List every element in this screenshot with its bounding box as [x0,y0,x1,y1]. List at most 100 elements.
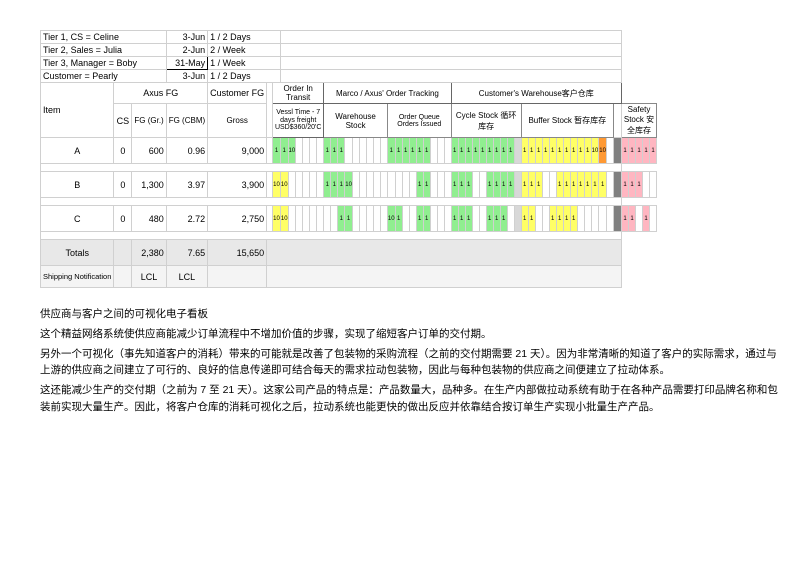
slot [613,138,621,164]
fg-gr-cell: 1,300 [132,172,166,198]
slot: 1 [599,172,607,198]
slot [437,206,444,232]
slot: 10 [280,206,288,232]
slot: 1 [486,172,493,198]
slot [296,172,303,198]
slot: 1 [621,206,628,232]
slot: 10 [273,172,281,198]
totals-fg-cbm: 7.65 [166,240,207,266]
cs-cell: 0 [114,206,132,232]
slot: 1 [416,172,423,198]
paragraph: 供应商与客户之间的可视化电子看板 [40,306,780,323]
slot [288,206,296,232]
slot: 1 [486,206,493,232]
slot [437,172,444,198]
slot: 1 [465,206,472,232]
item-cell: A [41,138,114,164]
slot [479,172,486,198]
col-fg-cbm: FG (CBM) [166,104,207,138]
slot [366,138,373,164]
slot: 1 [416,138,423,164]
slot: 1 [402,138,409,164]
grp-customer-wh: Customer's Warehouse客户仓库 [451,83,621,104]
item-cell: C [41,206,114,232]
tier-freq: 1 / 2 Days [208,31,281,44]
slot: 1 [324,138,331,164]
slot: 1 [500,138,507,164]
grp-cust-fg: Customer FG [208,83,267,104]
slot: 1 [535,172,542,198]
slot: 1 [542,138,549,164]
slot: 1 [521,138,528,164]
slot: 1 [642,206,649,232]
description-text: 供应商与客户之间的可视化电子看板这个精益网络系统使供应商能减少订单流程中不增加价… [40,306,780,416]
col-safety: Safety Stock 安全库存 [621,104,656,138]
slot [317,172,324,198]
slot: 1 [556,172,563,198]
slot [591,206,599,232]
slot [373,138,380,164]
tier-label: Tier 1, CS = Celine [41,31,167,44]
slot: 1 [521,172,528,198]
slot [317,138,324,164]
slot [296,206,303,232]
slot [635,206,642,232]
slot [303,172,310,198]
slot [310,138,317,164]
slot [387,172,395,198]
slot: 1 [584,138,591,164]
slot [324,206,331,232]
col-cs: CS [114,104,132,138]
slot: 10 [599,138,607,164]
col-buffer: Buffer Stock 暂存库存 [521,104,613,138]
slot: 1 [570,172,577,198]
ship-v1: LCL [132,266,166,288]
slot [352,138,359,164]
cs-cell: 0 [114,138,132,164]
slot: 1 [500,206,507,232]
slot: 1 [563,206,570,232]
slot [649,172,656,198]
slot [288,172,296,198]
slot [345,138,353,164]
slot: 1 [338,138,345,164]
col-item: Item [41,83,114,138]
tier-date: 2-Jun [166,44,207,57]
col-order-queue: Order Queue Orders Issued [387,104,451,138]
slot: 1 [331,172,338,198]
slot: 1 [479,138,486,164]
slot [310,172,317,198]
grp-order-transit: Order In Transit [273,83,324,104]
gross-cell: 9,000 [208,138,267,164]
slot [606,172,613,198]
slot: 10 [345,172,353,198]
slot [366,206,373,232]
slot [310,206,317,232]
slot [352,206,359,232]
tier-freq: 2 / Week [208,44,281,57]
slot: 1 [338,206,345,232]
slot: 10 [280,172,288,198]
slot: 1 [556,138,563,164]
slot [373,206,380,232]
tier-freq: 1 / Week [208,57,281,70]
slot [606,206,613,232]
slot: 1 [563,172,570,198]
slot: 1 [642,138,649,164]
fg-cbm-cell: 2.72 [166,206,207,232]
slot: 1 [621,138,628,164]
slot: 1 [338,172,345,198]
slot: 10 [591,138,599,164]
slot [577,206,584,232]
tracking-grid: Tier 1, CS = Celine 3-Jun 1 / 2 Days Tie… [40,30,760,288]
tier-label: Tier 2, Sales = Julia [41,44,167,57]
slot [472,172,479,198]
slot [437,138,444,164]
tier-date: 31-May [166,57,207,70]
slot [373,172,380,198]
slot [514,138,521,164]
slot: 1 [423,172,430,198]
slot: 1 [563,138,570,164]
slot: 10 [288,138,296,164]
slot: 1 [465,138,472,164]
